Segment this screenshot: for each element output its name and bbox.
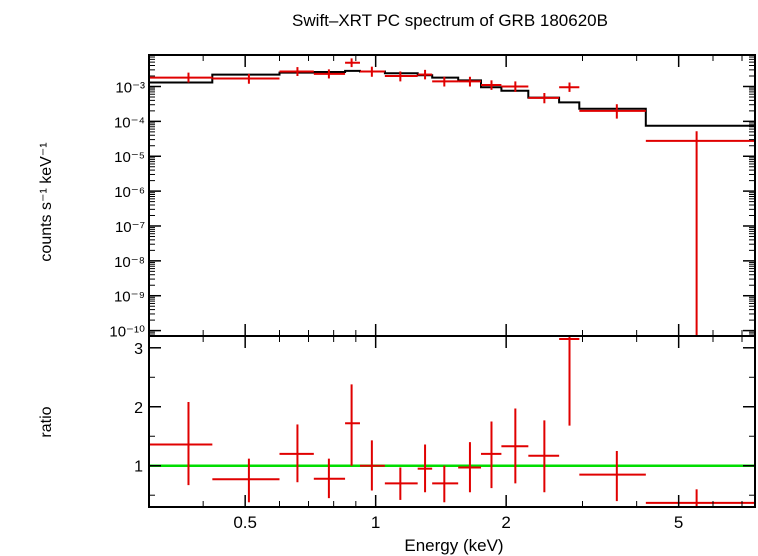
ratio-data-layer (149, 336, 755, 507)
spectrum-model-layer (149, 69, 755, 127)
spectrum-data-point (417, 69, 433, 80)
x-axis-label: Energy (keV) (404, 536, 503, 555)
ratio-data-point (313, 458, 346, 499)
spectrum-data-layer (149, 58, 755, 336)
spectrum-data-point (384, 71, 418, 82)
ratio-data-point (149, 402, 213, 486)
spectrum-panel: 10⁻³ 10⁻⁴ 10⁻⁵ 10⁻⁶ 10⁻⁷ 10⁻⁸ 10⁻⁹ 10⁻¹⁰ (109, 54, 756, 341)
ratio-data-point (645, 489, 755, 507)
spectrum-data-point (345, 58, 360, 68)
spectrum-data-point (279, 67, 314, 76)
spectrum-y-tick-label: 10⁻¹⁰ (109, 324, 145, 341)
ratio-data-point (384, 467, 418, 500)
ratio-data-point (432, 465, 459, 503)
spectrum-data-point (481, 80, 502, 90)
ratio-y-tick-label: 1 (134, 459, 143, 476)
ratio-y-tick-label: 2 (134, 400, 143, 417)
ratio-data-point (559, 336, 580, 426)
ratio-data-point (528, 420, 560, 493)
spectrum-y-tick-label: 10⁻⁶ (114, 184, 145, 201)
spectrum-y-tick-label: 10⁻⁴ (114, 114, 145, 131)
spectrum-y-tick-label: 10⁻⁷ (115, 219, 145, 236)
x-tick-label: 2 (501, 513, 510, 532)
ratio-plot-frame (148, 335, 756, 508)
spectrum-ticks: 10⁻³ 10⁻⁴ 10⁻⁵ 10⁻⁶ 10⁻⁷ 10⁻⁸ 10⁻⁹ 10⁻¹⁰ (109, 55, 755, 341)
spectrum-y-tick-label: 10⁻³ (115, 79, 145, 96)
spectrum-y-axis-label: counts s⁻¹ keV⁻¹ (38, 142, 55, 261)
spectrum-data-point (645, 131, 755, 336)
spectrum-data-point (313, 69, 346, 79)
spectrum-data-point (458, 76, 482, 87)
x-tick-label: 0.5 (233, 513, 257, 532)
ratio-data-point (501, 408, 529, 484)
chart-title: Swift–XRT PC spectrum of GRB 180620B (292, 11, 608, 30)
ratio-data-point (417, 444, 433, 493)
ratio-y-tick-label: 3 (134, 341, 143, 358)
ratio-data-point (481, 421, 502, 489)
ratio-panel: 1 2 3 0.5 1 2 5 (134, 335, 756, 532)
spectrum-data-point (501, 81, 529, 92)
spectrum-data-point (528, 93, 560, 104)
ratio-data-point (458, 442, 482, 493)
spectrum-y-tick-label: 10⁻⁸ (114, 254, 145, 271)
ratio-data-point (359, 440, 385, 491)
x-tick-label: 5 (674, 513, 683, 532)
model-histogram-line (149, 69, 755, 127)
spectrum-data-point (212, 73, 280, 84)
x-tick-label: 1 (371, 513, 380, 532)
ratio-data-point (345, 384, 360, 466)
spectrum-plot-frame (148, 54, 756, 337)
ratio-y-axis-label: ratio (38, 406, 55, 437)
ratio-data-point (279, 424, 314, 483)
spectrum-data-point (432, 76, 459, 87)
ratio-data-point (579, 450, 646, 502)
spectrum-data-point (579, 104, 646, 119)
spectrum-data-point (149, 72, 213, 83)
ratio-data-point (212, 458, 280, 503)
spectrum-data-point (559, 82, 580, 92)
spectrum-y-tick-label: 10⁻⁹ (114, 289, 145, 306)
spectrum-y-tick-label: 10⁻⁵ (114, 149, 145, 166)
spectrum-data-point (359, 66, 385, 77)
